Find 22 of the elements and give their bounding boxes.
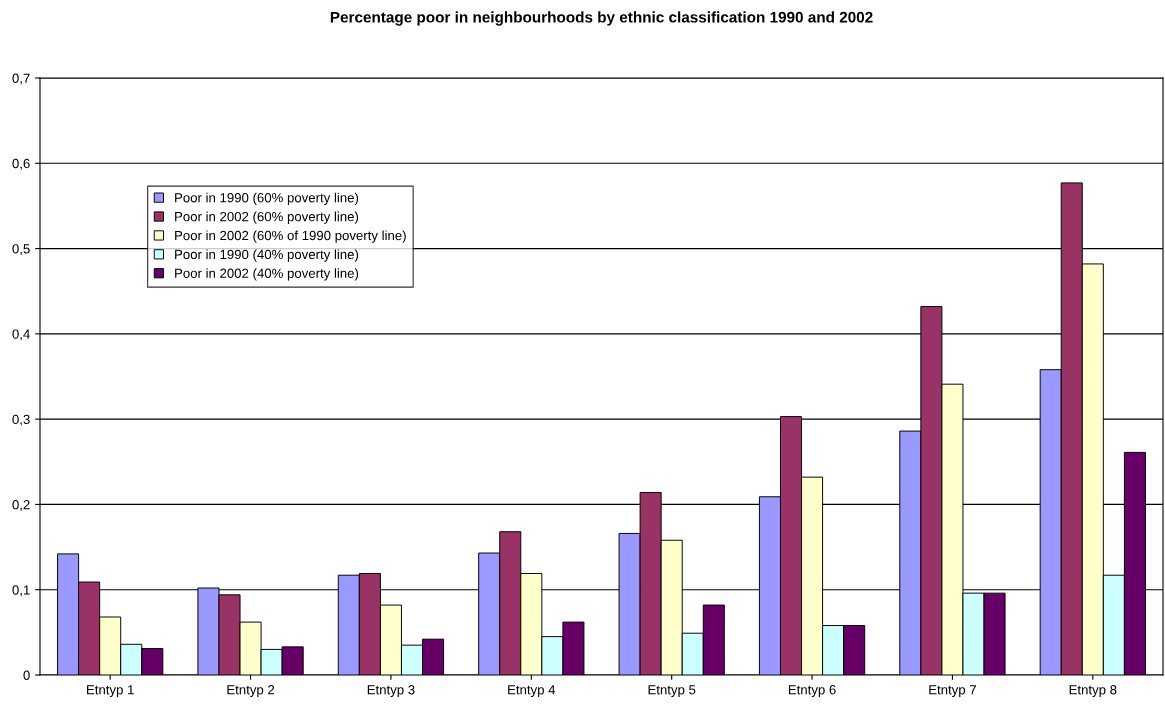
legend-label: Poor in 2002 (60% poverty line): [175, 211, 359, 224]
y-tick-label: 0,3: [12, 414, 30, 426]
legend-label: Poor in 2002 (60% of 1990 poverty line): [175, 230, 406, 243]
legend-label: Poor in 1990 (60% poverty line): [175, 192, 359, 205]
y-tick-label: 0,5: [12, 244, 30, 256]
x-tick-label: Etntyp 8: [1069, 685, 1117, 698]
legend-label: Poor in 1990 (40% poverty line): [175, 249, 359, 262]
x-tick-label: Etntyp 1: [87, 685, 134, 698]
x-tick-label: Etntyp 4: [508, 685, 556, 698]
x-tick-label: Etntyp 2: [227, 685, 275, 698]
legend-label: Poor in 2002 (40% poverty line): [175, 268, 359, 281]
x-tick-label: Etntyp 3: [367, 685, 415, 698]
x-tick-label: Etntyp 6: [788, 685, 836, 698]
y-tick-label: 0,1: [12, 585, 30, 597]
x-tick-label: Etntyp 7: [929, 685, 976, 698]
y-tick-label: 0: [23, 670, 30, 680]
x-tick-label: Etntyp 5: [648, 685, 696, 698]
y-tick-label: 0,2: [12, 500, 30, 511]
y-tick-label: 0,4: [12, 329, 30, 341]
chart-title: Percentage poor in neighbourhoods by ethnic classification 1990 and 2002: [330, 11, 873, 26]
y-tick-label: 0,6: [12, 158, 30, 170]
y-tick-label: 0,7: [12, 73, 30, 85]
